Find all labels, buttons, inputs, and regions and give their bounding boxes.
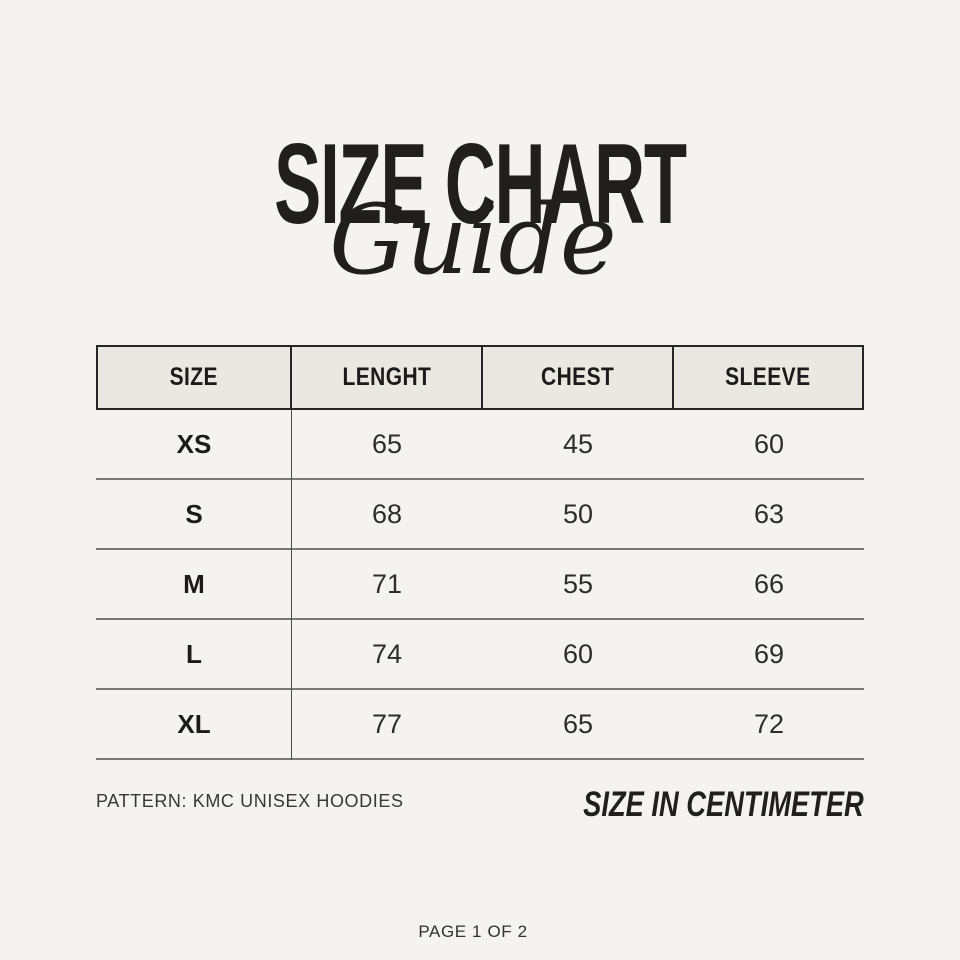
length-cell: 68: [371, 498, 403, 529]
size-cell: XS: [176, 428, 212, 459]
sleeve-cell: 72: [753, 708, 785, 739]
pattern-note: PATTERN: KMC UNISEX HOODIES: [96, 791, 404, 811]
sleeve-cell: 69: [753, 638, 785, 669]
sleeve-cell: 66: [753, 568, 785, 599]
length-cell: 74: [371, 638, 403, 669]
sleeve-cell: 60: [753, 428, 785, 459]
page-title-text: SIZE CHART: [274, 121, 687, 248]
table-body: XS 65 45 60 S 68 50 63 M 71 55 66 L 74 6…: [96, 410, 864, 760]
size-table: SIZE LENGHT CHEST SLEEVE XS 65 45 60 S 6…: [96, 345, 864, 760]
page-title: SIZE CHART: [0, 128, 960, 242]
header-cell-size: SIZE: [98, 347, 292, 408]
size-cell: L: [186, 638, 202, 669]
header-cell-sleeve: SLEEVE: [725, 363, 811, 391]
length-cell: 77: [371, 708, 403, 739]
header-cell-chest: CHEST: [483, 347, 674, 408]
chest-cell: 45: [562, 428, 594, 459]
table-row: M 71 55 66: [96, 550, 864, 620]
size-cell: XL: [177, 708, 211, 739]
chest-cell: 60: [562, 638, 594, 669]
size-cell: S: [185, 498, 203, 529]
chest-cell: 65: [562, 708, 594, 739]
table-row: XL 77 65 72: [96, 690, 864, 760]
page-subtitle-script: Guide: [329, 184, 617, 296]
sleeve-cell: 63: [753, 498, 785, 529]
length-cell: 71: [371, 568, 403, 599]
table-row: L 74 60 69: [96, 620, 864, 690]
table-header-row: SIZE LENGHT CHEST SLEEVE: [96, 345, 864, 410]
size-column-divider: [291, 410, 292, 760]
length-cell: 65: [371, 428, 403, 459]
unit-note: SIZE IN CENTIMETER: [583, 785, 864, 824]
chest-cell: 50: [562, 498, 594, 529]
size-cell: M: [183, 568, 205, 599]
table-row: S 68 50 63: [96, 480, 864, 550]
table-row: XS 65 45 60: [96, 410, 864, 480]
chest-cell: 55: [562, 568, 594, 599]
header-cell-length: LENGHT: [292, 347, 483, 408]
page-indicator: PAGE 1 OF 2: [418, 922, 528, 941]
